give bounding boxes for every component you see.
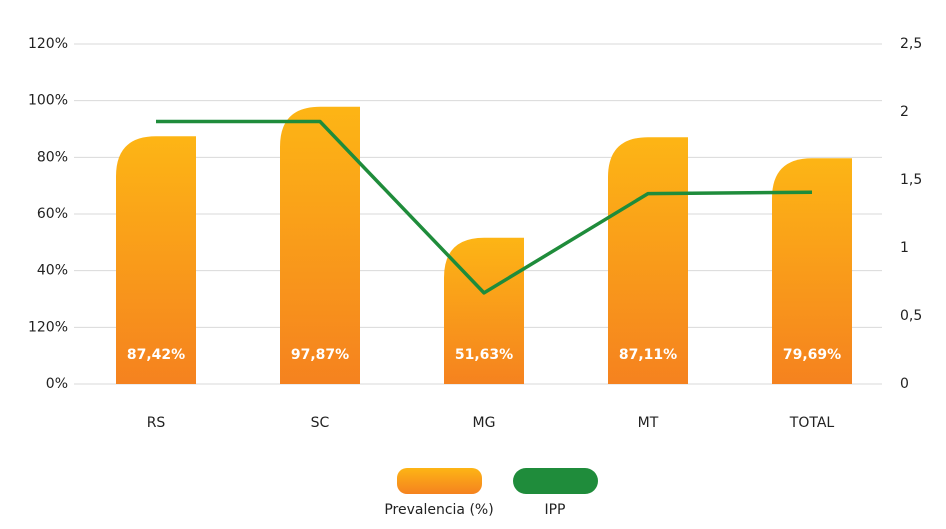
legend-label: Prevalencia (%) bbox=[384, 502, 493, 518]
bar bbox=[116, 136, 196, 384]
y2-tick-label: 1,5 bbox=[900, 172, 922, 188]
x-tick-label: SC bbox=[311, 415, 330, 431]
value-label: 87,42% bbox=[127, 347, 185, 363]
value-label: 97,87% bbox=[291, 347, 349, 363]
y-tick-label: 0% bbox=[46, 376, 68, 392]
y-tick-label: 60% bbox=[37, 206, 68, 222]
legend-swatch bbox=[397, 468, 482, 494]
x-tick-label: MG bbox=[473, 415, 496, 431]
y-tick-label: 120% bbox=[28, 319, 68, 335]
y2-tick-label: 0 bbox=[900, 376, 909, 392]
y2-tick-label: 0,5 bbox=[900, 308, 922, 324]
y2-tick-label: 2 bbox=[900, 104, 909, 120]
y-tick-label: 40% bbox=[37, 263, 68, 279]
x-tick-label: TOTAL bbox=[789, 415, 835, 431]
value-label: 79,69% bbox=[783, 347, 841, 363]
y2-tick-label: 1 bbox=[900, 240, 909, 256]
value-label: 51,63% bbox=[455, 347, 513, 363]
x-tick-label: RS bbox=[147, 415, 166, 431]
y-tick-label: 120% bbox=[28, 36, 68, 52]
legend-swatch bbox=[513, 468, 598, 494]
y-tick-label: 80% bbox=[37, 149, 68, 165]
legend-label: IPP bbox=[544, 502, 565, 518]
value-label: 87,11% bbox=[619, 347, 677, 363]
line bbox=[156, 119, 813, 295]
y2-tick-label: 2,5 bbox=[900, 36, 922, 52]
x-tick-label: MT bbox=[638, 415, 659, 431]
bar bbox=[280, 106, 360, 385]
bar bbox=[608, 137, 688, 384]
y-tick-label: 100% bbox=[28, 93, 68, 109]
bar bbox=[772, 158, 852, 384]
